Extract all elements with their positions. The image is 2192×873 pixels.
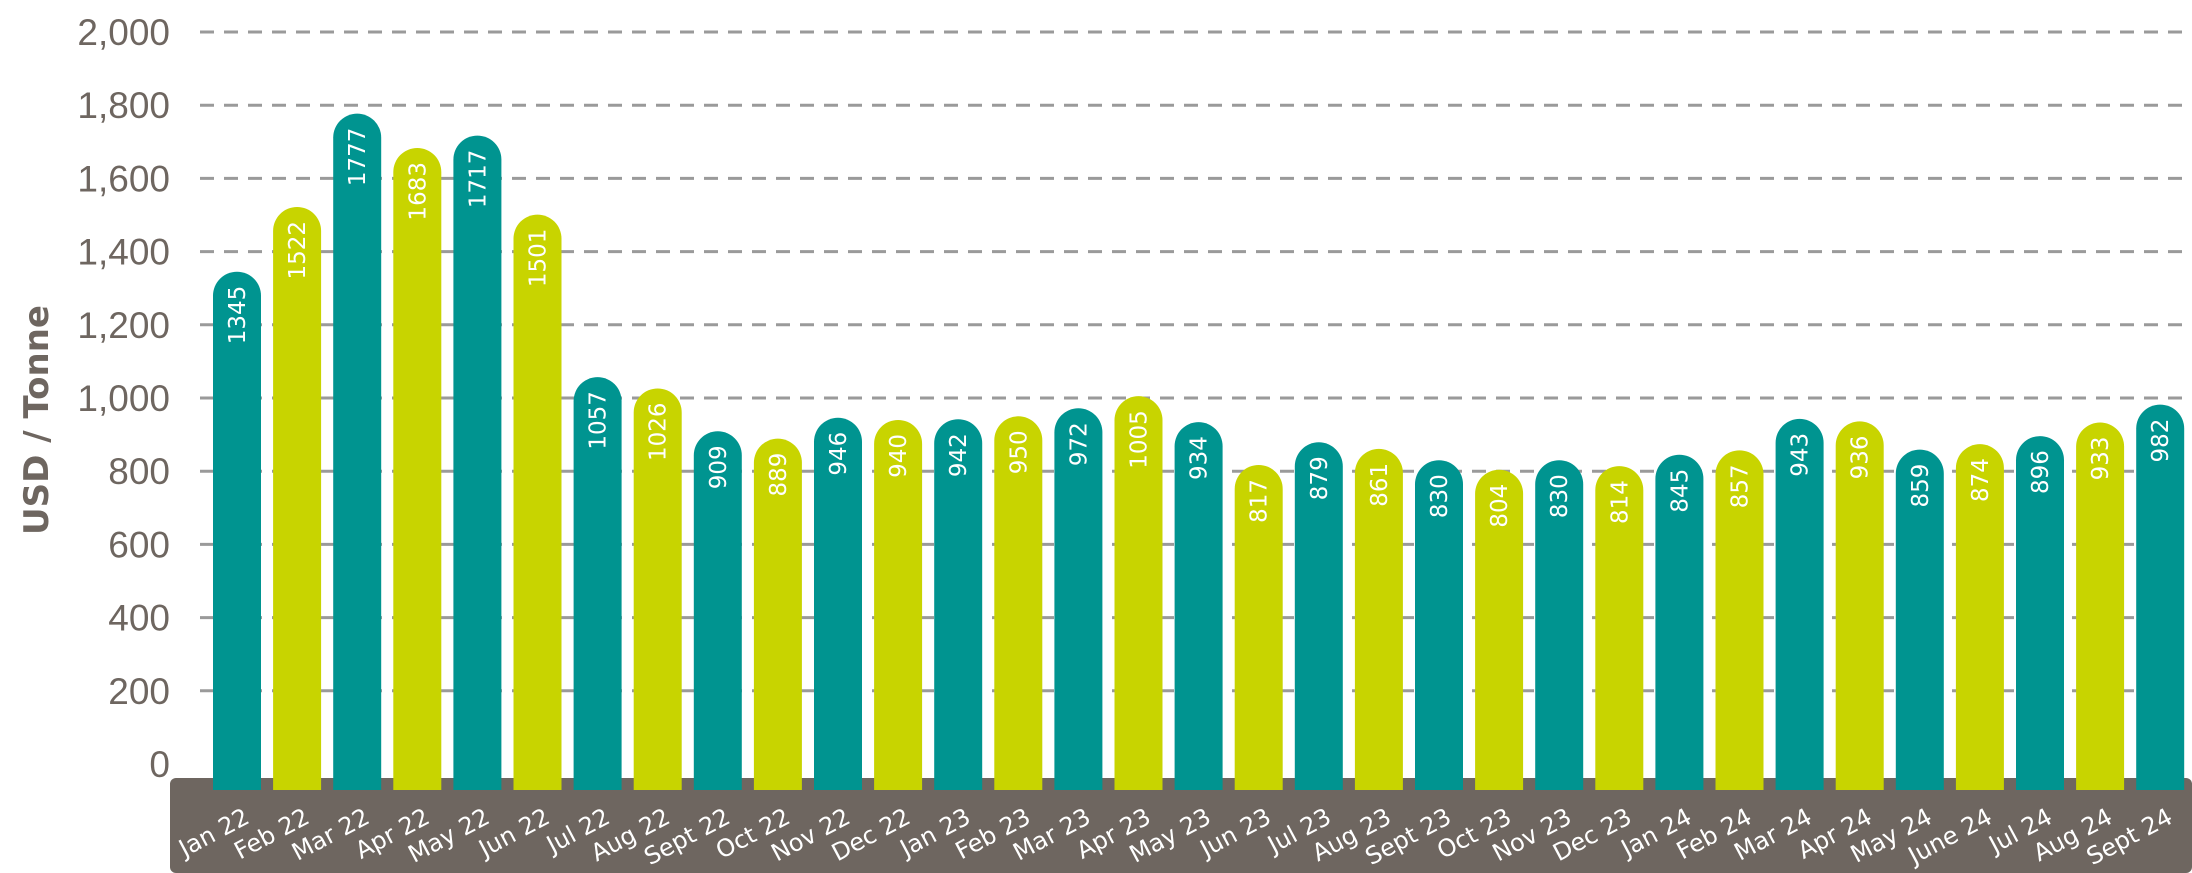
bar (1174, 422, 1223, 790)
bar-value-label: 1345 (225, 286, 251, 345)
y-tick-label: 1,600 (77, 158, 170, 199)
bar (1234, 464, 1283, 790)
bar-value-label: 814 (1607, 480, 1633, 524)
bar-value-label: 1522 (285, 221, 311, 280)
bar (1595, 466, 1644, 790)
bar (1294, 442, 1343, 790)
y-tick-label: 1,800 (77, 85, 170, 126)
bar (213, 271, 261, 790)
bar-value-label: 861 (1367, 463, 1393, 507)
bar (1775, 418, 1824, 790)
bar-value-label: 830 (1547, 474, 1573, 518)
bar (1415, 460, 1463, 790)
bar (1054, 408, 1103, 790)
bar-value-label: 1057 (586, 391, 612, 450)
bar-value-label: 1005 (1127, 410, 1153, 469)
bar (1715, 450, 1764, 790)
y-axis-title: USD / Tonne (17, 305, 57, 535)
bar-value-label: 889 (766, 453, 792, 497)
bar (573, 377, 622, 790)
bar-value-label: 946 (826, 432, 852, 476)
bar (273, 206, 322, 790)
bar-value-label: 896 (2028, 450, 2054, 494)
y-tick-label: 600 (108, 524, 170, 565)
y-tick-label: 0 (149, 744, 170, 785)
bar-value-label: 1683 (405, 162, 431, 221)
y-tick-label: 1,400 (77, 232, 170, 273)
bar (333, 113, 382, 791)
y-axis-ticks: 0 200 400 600 800 1,000 1,200 1,400 1,600 1,800 2,… (77, 12, 170, 785)
bar (513, 214, 562, 790)
bar (1835, 421, 1884, 790)
bar-value-label: 857 (1728, 464, 1754, 508)
bar-value-label: 817 (1247, 479, 1273, 523)
bar (814, 417, 862, 790)
bar-value-label: 972 (1066, 422, 1092, 466)
bar (1354, 448, 1403, 790)
bar-value-label: 804 (1487, 484, 1513, 528)
bar (934, 419, 983, 790)
bar-value-label: 936 (1848, 435, 1874, 479)
bar (2136, 404, 2185, 790)
bar-value-label: 934 (1187, 436, 1213, 480)
bar (1895, 449, 1944, 790)
bar-value-label: 874 (1968, 458, 1994, 502)
bar (393, 148, 442, 791)
bar (1475, 469, 1524, 790)
bar (1955, 444, 2004, 790)
bar (693, 431, 742, 790)
bar-value-label: 950 (1006, 430, 1032, 474)
bar (453, 135, 502, 790)
bar-value-label: 909 (706, 445, 732, 489)
bar-value-label: 1026 (646, 402, 672, 461)
bars: 1345 1522 1777 1683 1717 1501 1057 1026 909 889 94… (213, 113, 2185, 791)
x-axis-band (170, 778, 2192, 873)
bar (2016, 436, 2064, 790)
bar (1114, 396, 1163, 790)
bar-value-label: 1777 (345, 128, 371, 187)
bar (1535, 460, 1584, 790)
y-tick-label: 1,200 (77, 305, 170, 346)
bar-value-label: 845 (1667, 469, 1693, 513)
bar-value-label: 982 (2148, 419, 2174, 463)
y-tick-label: 200 (108, 671, 170, 712)
bar (753, 438, 802, 790)
bar (633, 388, 682, 790)
y-tick-label: 400 (108, 598, 170, 639)
bar-value-label: 940 (886, 434, 912, 478)
y-tick-label: 800 (108, 451, 170, 492)
bar (1655, 454, 1704, 790)
bar-value-label: 942 (946, 433, 972, 477)
bar-value-label: 879 (1307, 456, 1333, 500)
bar-value-label: 1501 (526, 229, 552, 288)
y-tick-label: 2,000 (77, 12, 170, 53)
bar-value-label: 1717 (465, 150, 491, 209)
bar-value-label: 830 (1427, 474, 1453, 518)
bar (994, 416, 1043, 790)
y-tick-label: 1,000 (77, 378, 170, 419)
bar-value-label: 933 (2088, 437, 2114, 481)
bar-value-label: 943 (1788, 433, 1814, 477)
bar (2076, 422, 2125, 790)
bar (874, 419, 923, 790)
bar-value-label: 859 (1908, 464, 1934, 508)
